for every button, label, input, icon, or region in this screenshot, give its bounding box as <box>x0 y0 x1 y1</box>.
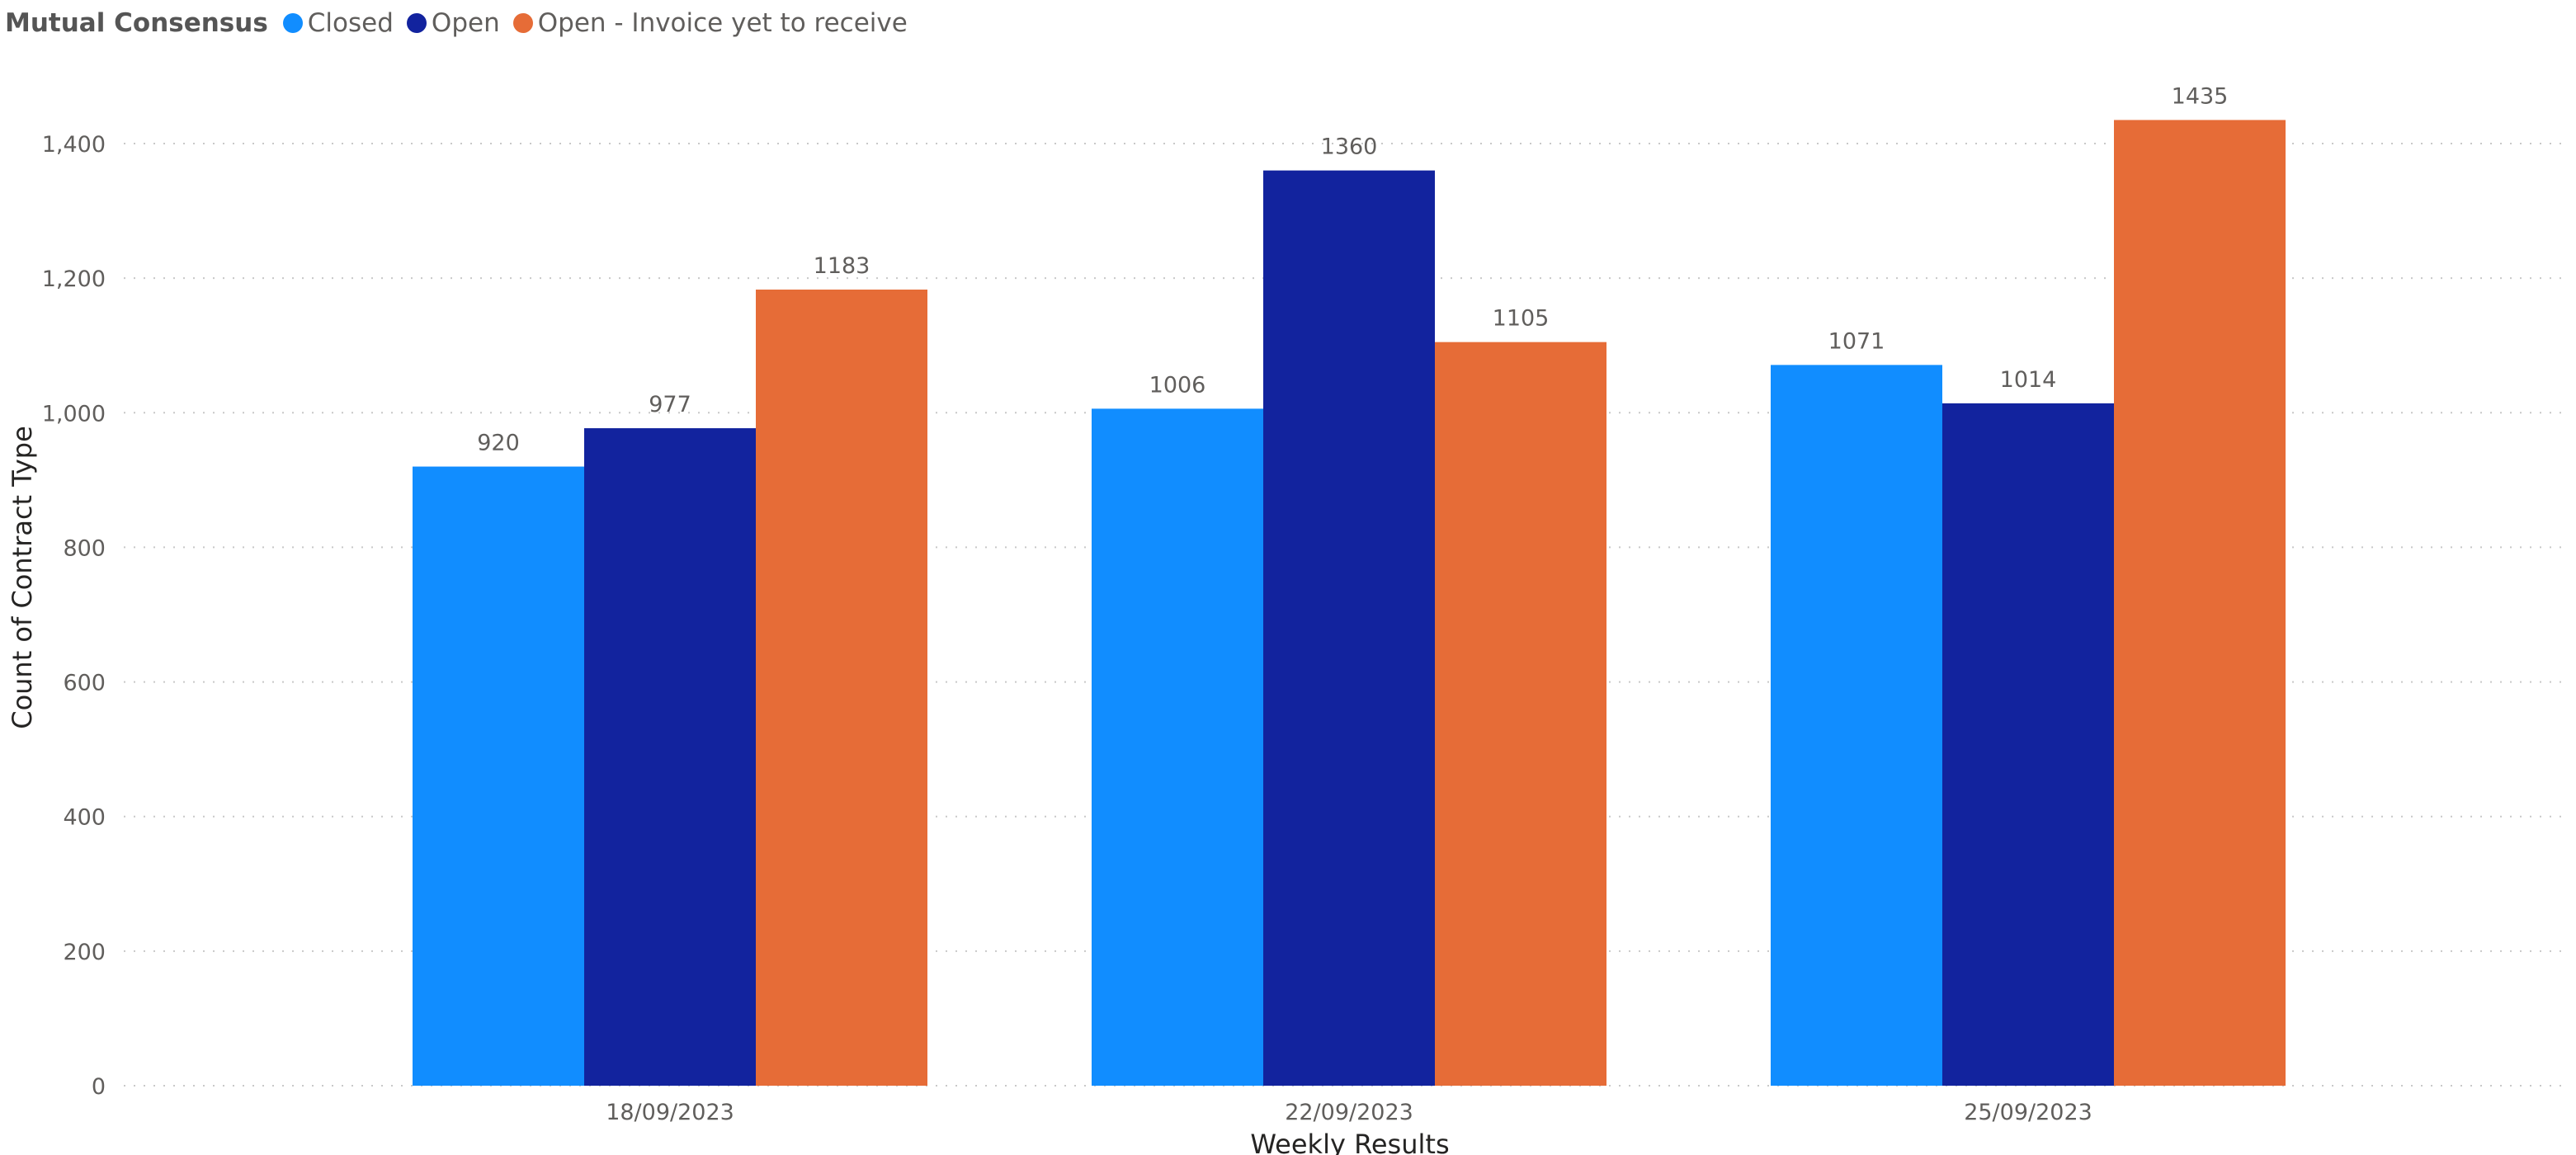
bar[interactable] <box>2114 120 2286 1087</box>
x-tick-label: 18/09/2023 <box>606 1100 734 1125</box>
x-axis-title: Weekly Results <box>1250 1129 1449 1155</box>
legend-swatch-open <box>406 13 427 33</box>
data-label: 1014 <box>2000 367 2057 393</box>
data-label: 1360 <box>1321 134 1378 160</box>
y-axis-title: Count of Contract Type <box>7 426 38 729</box>
y-tick-label: 200 <box>63 940 106 965</box>
y-tick-label: 1,000 <box>42 401 106 427</box>
y-tick-label: 1,200 <box>42 266 106 292</box>
legend-item-closed[interactable]: Closed <box>282 8 394 38</box>
bar[interactable] <box>413 466 584 1086</box>
legend-item-open[interactable]: Open <box>406 8 500 38</box>
y-tick-label: 0 <box>92 1074 106 1100</box>
bar[interactable] <box>584 428 756 1086</box>
y-tick-label: 1,400 <box>42 132 106 158</box>
x-tick-label: 22/09/2023 <box>1285 1100 1413 1125</box>
legend-title: Mutual Consensus <box>5 8 268 38</box>
data-label: 977 <box>649 392 691 417</box>
bar[interactable] <box>1263 170 1435 1087</box>
data-label: 1006 <box>1149 372 1206 398</box>
y-tick-label: 800 <box>63 535 106 561</box>
x-tick-label: 25/09/2023 <box>1964 1100 2092 1125</box>
legend-swatch-open-invoice <box>512 13 533 33</box>
data-label: 1105 <box>1493 306 1550 332</box>
legend: Mutual Consensus Closed Open Open - Invo… <box>5 7 921 40</box>
data-label: 1071 <box>1828 328 1885 354</box>
legend-label-open-invoice: Open - Invoice yet to receive <box>537 8 908 38</box>
y-tick-label: 600 <box>63 671 106 696</box>
legend-swatch-closed <box>282 13 303 33</box>
legend-label-closed: Closed <box>307 8 394 38</box>
data-label: 920 <box>477 431 520 456</box>
data-label: 1435 <box>2172 83 2229 109</box>
legend-label-open: Open <box>431 8 500 38</box>
bar[interactable] <box>756 290 927 1086</box>
bar[interactable] <box>1092 408 1263 1086</box>
bar[interactable] <box>1771 365 1942 1086</box>
y-tick-label: 400 <box>63 805 106 831</box>
bar[interactable] <box>1435 342 1606 1086</box>
data-label: 1183 <box>814 253 870 279</box>
bar[interactable] <box>1942 403 2114 1086</box>
legend-item-open-invoice[interactable]: Open - Invoice yet to receive <box>512 8 908 38</box>
